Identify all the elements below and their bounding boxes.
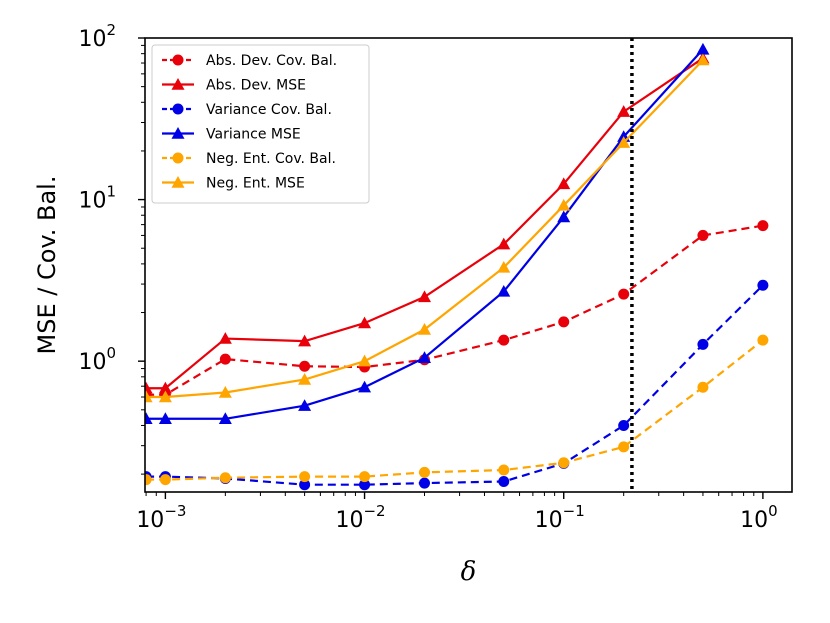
data-point xyxy=(757,220,769,232)
data-point xyxy=(418,351,432,363)
legend-marker xyxy=(171,176,185,188)
series-line xyxy=(146,48,704,420)
data-point xyxy=(618,288,630,300)
data-point xyxy=(145,412,153,424)
data-point xyxy=(145,390,153,403)
data-point xyxy=(299,360,311,372)
series-line xyxy=(146,59,704,399)
data-point xyxy=(145,474,152,486)
legend-entry: Variance Cov. Bal. xyxy=(162,102,332,118)
y-tick-label: 101 xyxy=(78,183,116,214)
data-point xyxy=(558,316,570,328)
data-point xyxy=(298,373,312,385)
data-point xyxy=(219,472,231,484)
x-axis-ticks: 10−3 10−2 10−1 100 xyxy=(136,492,778,533)
legend-label: Abs. Dev. Cov. Bal. xyxy=(206,53,337,69)
data-point xyxy=(618,419,630,431)
y-tick-label: 102 xyxy=(78,21,116,52)
series-group xyxy=(145,42,769,491)
legend-marker xyxy=(171,127,185,139)
data-point xyxy=(418,290,432,303)
series-line xyxy=(146,57,704,390)
data-point xyxy=(557,177,571,190)
data-point xyxy=(497,260,511,273)
series-line xyxy=(146,339,764,481)
data-point xyxy=(218,385,232,398)
data-point xyxy=(359,479,371,491)
data-point xyxy=(218,412,232,424)
data-point xyxy=(418,323,432,335)
legend-marker xyxy=(172,54,184,66)
legend-marker xyxy=(172,152,184,164)
legend-label: Abs. Dev. MSE xyxy=(206,78,306,94)
data-point xyxy=(497,284,511,297)
data-point xyxy=(218,332,232,344)
data-point xyxy=(159,474,171,486)
legend-marker xyxy=(172,103,184,115)
data-point xyxy=(557,198,571,211)
data-point xyxy=(697,338,709,350)
data-point xyxy=(558,457,570,469)
x-tick-label: 100 xyxy=(740,502,778,533)
legend-entry: Neg. Ent. Cov. Bal. xyxy=(162,151,336,167)
data-point xyxy=(618,441,630,453)
x-axis-label: δ xyxy=(461,557,477,587)
legend-label: Neg. Ent. MSE xyxy=(206,176,305,192)
data-point xyxy=(298,334,312,347)
data-point xyxy=(219,353,231,365)
x-tick-label: 10−2 xyxy=(335,502,385,533)
data-point xyxy=(498,334,510,346)
x-tick-label: 10−3 xyxy=(136,502,186,533)
data-point xyxy=(617,136,631,148)
data-point xyxy=(359,471,371,483)
legend-entry: Abs. Dev. Cov. Bal. xyxy=(162,53,337,69)
data-point xyxy=(158,412,172,424)
data-point xyxy=(696,53,710,66)
data-point xyxy=(299,471,311,483)
data-point xyxy=(358,354,372,367)
legend-marker xyxy=(171,78,185,90)
data-point xyxy=(757,334,769,346)
legend-label: Neg. Ent. Cov. Bal. xyxy=(206,151,336,167)
data-point xyxy=(696,42,710,55)
data-point xyxy=(757,279,769,291)
x-tick-label: 10−1 xyxy=(535,502,585,533)
data-point xyxy=(158,381,172,394)
data-point xyxy=(697,229,709,241)
series-line xyxy=(146,284,764,486)
data-point xyxy=(557,210,571,223)
legend: Abs. Dev. Cov. Bal. Abs. Dev. MSE Variance… xyxy=(151,44,370,204)
legend-label: Variance MSE xyxy=(206,127,301,143)
data-point xyxy=(298,399,312,411)
data-point xyxy=(419,477,431,489)
y-axis-ticks: 100 101 102 xyxy=(78,21,145,475)
data-point xyxy=(299,479,311,491)
legend-box xyxy=(151,44,370,204)
data-point xyxy=(158,390,172,403)
data-point xyxy=(498,464,510,476)
data-point xyxy=(497,237,511,250)
legend-label: Variance Cov. Bal. xyxy=(206,102,332,118)
data-point xyxy=(419,466,431,478)
legend-entry: Neg. Ent. MSE xyxy=(162,176,305,192)
data-point xyxy=(358,380,372,393)
data-point xyxy=(145,381,153,394)
data-point xyxy=(358,316,372,329)
y-tick-label: 100 xyxy=(78,344,116,375)
data-point xyxy=(617,105,631,117)
plot-area xyxy=(144,37,793,493)
data-point xyxy=(697,381,709,393)
y-axis-label: MSE / Cov. Bal. xyxy=(33,176,61,355)
data-point xyxy=(498,476,510,488)
axes-frame xyxy=(144,37,793,493)
legend-entry: Variance MSE xyxy=(162,127,301,143)
legend-entry: Abs. Dev. MSE xyxy=(162,78,306,94)
series-line xyxy=(146,224,764,396)
